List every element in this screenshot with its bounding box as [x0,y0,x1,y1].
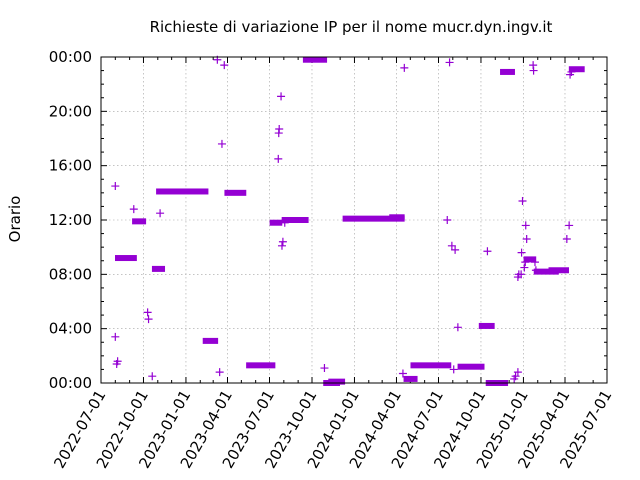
y-axis-label: Orario [6,196,24,243]
y-tick-label: 00:00 [49,374,92,392]
data-point [398,369,407,378]
y-tick-labels: 00:00 04:00 08:00 12:00 16:00 20:00 00:00 [49,48,92,392]
data-point [215,368,224,377]
y-tick-label: 16:00 [49,157,92,175]
data-point [517,248,526,257]
data-point [113,357,122,366]
data-run [202,337,219,344]
data-run [246,362,276,369]
y-tick-label: 08:00 [49,265,92,283]
data-point [111,182,120,191]
data-run [500,68,515,75]
data-run [403,375,418,382]
data-point [522,235,531,244]
data-run [548,267,569,274]
data-run [269,219,283,226]
data-run [224,189,247,196]
data-point [530,258,539,267]
data-point [400,63,409,72]
data-point [517,270,526,279]
data-marks [111,55,585,386]
data-point [483,247,492,256]
data-point [565,221,574,230]
data-point [562,235,571,244]
data-point [451,245,460,254]
data-point [156,209,165,218]
data-run [568,66,585,73]
data-run [156,188,209,195]
data-run [457,363,485,370]
plot-frame [100,56,608,384]
data-point [529,66,538,75]
data-run [328,378,346,385]
data-point [148,372,157,381]
y-tick-label: 20:00 [49,102,92,120]
data-run [533,268,559,275]
data-run [410,362,452,369]
data-run [523,256,537,263]
data-run [151,265,166,272]
y-tick-label: 04:00 [49,320,92,338]
data-point [449,365,458,374]
data-point [521,221,530,230]
data-point [275,124,284,133]
data-point [274,154,283,163]
data-run [281,217,309,223]
data-point [513,368,522,377]
data-point [447,241,456,250]
data-point [278,237,287,246]
data-run [132,218,147,225]
chart-title: Richieste di variazione IP per il nome m… [150,18,553,36]
data-point [143,308,152,317]
data-point [144,315,153,324]
y-tick-label: 00:00 [49,48,92,66]
data-point [453,323,462,332]
data-run [115,255,137,262]
data-point [443,216,452,224]
data-point [220,61,229,70]
data-point [277,92,286,101]
data-point [277,241,286,250]
data-point [320,364,329,373]
data-point [445,58,454,67]
data-run [342,215,405,222]
data-run [302,56,328,63]
data-point [518,196,527,205]
y-tick-label: 12:00 [49,211,92,229]
data-point [217,139,226,148]
data-run [478,322,495,329]
data-point [129,205,138,214]
data-point [111,332,120,341]
x-tick-labels: 2022-07-012022-10-012023-01-012023-04-01… [50,387,615,472]
data-point [511,372,520,381]
data-run [389,214,405,221]
data-point [520,263,529,272]
